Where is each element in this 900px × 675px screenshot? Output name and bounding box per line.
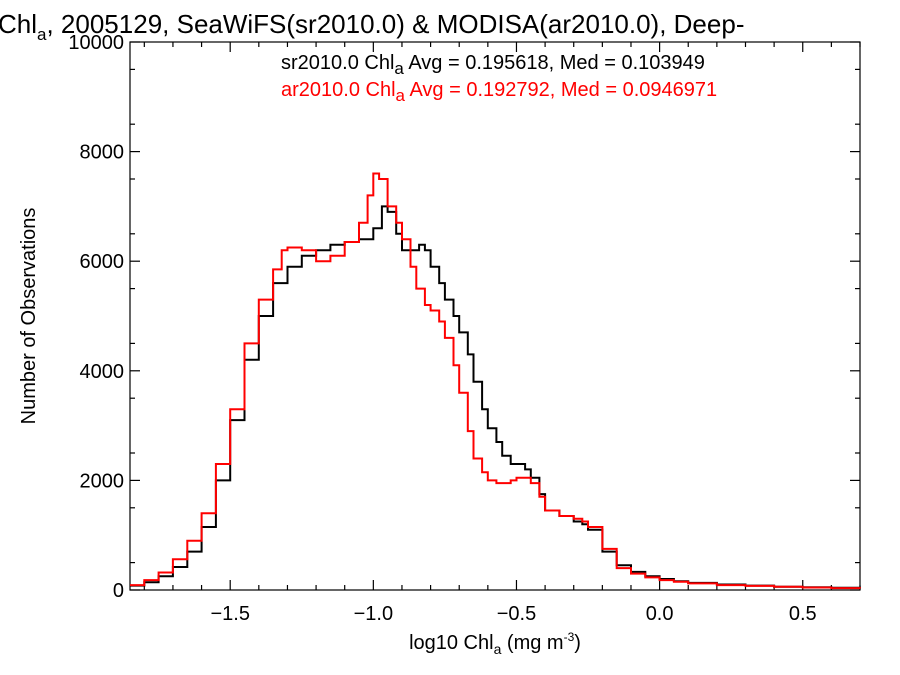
- series-group: [130, 172, 861, 590]
- y-tick-label: 6000: [80, 251, 125, 273]
- x-axis-label-prefix: log10 Chl: [409, 632, 494, 654]
- annotation-sr2010-prefix: sr2010.0 Chl: [281, 52, 394, 74]
- y-tick-label: 0: [113, 580, 124, 602]
- x-axis-label-superscript: -3: [564, 630, 575, 644]
- annotation-sr2010: sr2010.0 Chla Avg = 0.195618, Med = 0.10…: [281, 52, 705, 78]
- x-tick-label: −1.5: [210, 603, 249, 625]
- x-axis-label-units: (mg m: [501, 632, 563, 654]
- y-tick-label: 8000: [80, 142, 125, 164]
- plot-frame: [129, 41, 861, 591]
- axis-tick-labels: −1.5 −1.0 −0.5 0.0 0.5 0 2000 4000 6000 8000 10000: [68, 32, 816, 625]
- y-tick-label: 4000: [80, 361, 125, 383]
- y-tick-label: 10000: [68, 32, 124, 54]
- x-tick-label: 0.5: [789, 603, 817, 625]
- chart-title-prefix: Chl: [0, 9, 37, 39]
- chart-title-suffix: , 2005129, SeaWiFS(sr2010.0) & MODISA(ar…: [46, 9, 744, 39]
- axis-ticks: [130, 41, 861, 591]
- annotation-sr2010-subscript: a: [394, 59, 404, 78]
- x-axis-label: log10 Chla (mg m-3): [409, 630, 581, 657]
- annotation-ar2010: ar2010.0 Chla Avg = 0.192792, Med = 0.09…: [281, 79, 717, 105]
- x-tick-label: −1.0: [354, 603, 393, 625]
- chart-title-subscript: a: [37, 25, 47, 44]
- x-tick-label: −0.5: [497, 603, 536, 625]
- series-line-ar2010.0: [130, 172, 861, 590]
- y-tick-label: 2000: [80, 470, 125, 492]
- chart-title: Chla, 2005129, SeaWiFS(sr2010.0) & MODIS…: [0, 9, 744, 44]
- annotation-ar2010-suffix: Avg = 0.192792, Med = 0.0946971: [405, 79, 717, 101]
- annotation-ar2010-subscript: a: [396, 86, 406, 105]
- annotation-ar2010-prefix: ar2010.0 Chl: [281, 79, 396, 101]
- annotation-sr2010-suffix: Avg = 0.195618, Med = 0.103949: [404, 52, 705, 74]
- series-line-sr2010.0: [130, 205, 861, 589]
- x-axis-label-close: ): [574, 632, 581, 654]
- x-axis-label-subscript: a: [494, 641, 502, 657]
- y-axis-label: Number of Observations: [18, 208, 40, 425]
- x-tick-label: 0.0: [646, 603, 674, 625]
